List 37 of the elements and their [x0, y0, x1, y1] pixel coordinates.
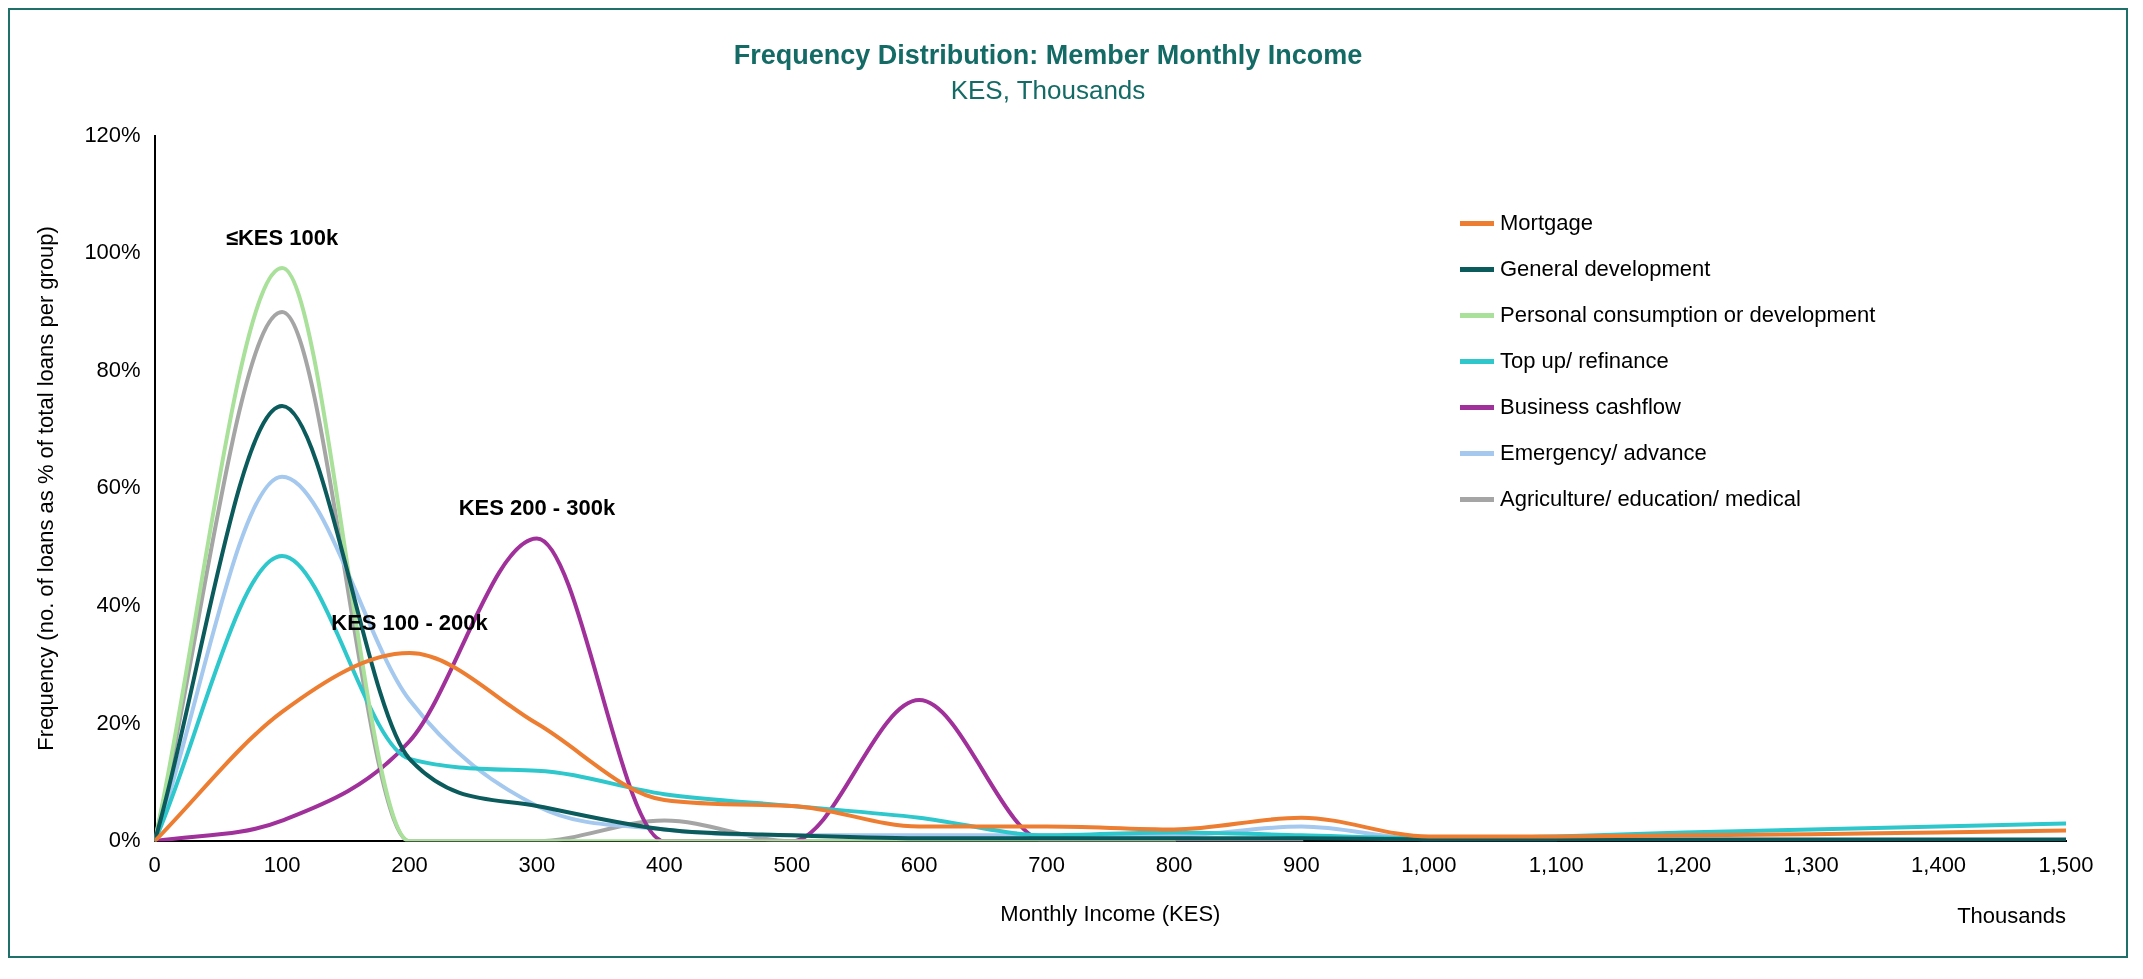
x-tick-label: 500: [773, 852, 811, 878]
x-tick-label: 1,100: [1528, 852, 1584, 878]
chart-subtitle: KES, Thousands: [950, 75, 1146, 106]
x-tick-label: 800: [1155, 852, 1193, 878]
x-tick-label: 400: [646, 852, 683, 878]
y-tick-label: 0%: [108, 827, 141, 853]
text: Thousands: [1957, 903, 2066, 929]
y-tick-label: 20%: [96, 709, 141, 735]
annotation: ≤KES 100k: [225, 224, 340, 250]
y-tick-label: 120%: [84, 121, 141, 147]
x-tick-label: 1,500: [2038, 852, 2094, 878]
chart-title: Frequency Distribution: Member Monthly Income: [733, 39, 1363, 70]
legend-label: Business cashflow: [1500, 394, 1681, 420]
x-tick-label: 300: [518, 852, 556, 878]
x-tick-label: 600: [900, 852, 938, 878]
x-tick-label: 700: [1028, 852, 1065, 878]
x-tick-label: 1,400: [1911, 852, 1967, 878]
y-tick-label: 100%: [84, 239, 141, 265]
x-tick-label: 1,000: [1401, 852, 1457, 878]
legend-label: Emergency/ advance: [1500, 440, 1707, 466]
x-tick-label: 900: [1283, 852, 1320, 878]
annotation: KES 200 - 300k: [458, 495, 616, 521]
x-tick-label: 200: [391, 852, 428, 878]
x-tick-label: 1,200: [1656, 852, 1712, 878]
x-tick-label: 100: [263, 852, 301, 878]
x-tick-label: 0: [148, 852, 161, 878]
y-tick-label: 40%: [96, 592, 141, 618]
y-axis-title: Frequency (no. of loans as % of total loans per group): [33, 226, 59, 751]
x-axis-title: Monthly Income (KES): [1000, 900, 1221, 926]
legend-label: Mortgage: [1500, 210, 1593, 236]
legend-label: General development: [1500, 256, 1711, 282]
x-tick-label: 1,300: [1783, 852, 1839, 878]
legend-label: Agriculture/ education/ medical: [1500, 486, 1801, 512]
y-tick-label: 60%: [96, 474, 141, 500]
legend-label: Top up/ refinance: [1500, 348, 1669, 374]
y-tick-label: 80%: [96, 356, 141, 382]
legend-label: Personal consumption or development: [1500, 302, 1876, 328]
